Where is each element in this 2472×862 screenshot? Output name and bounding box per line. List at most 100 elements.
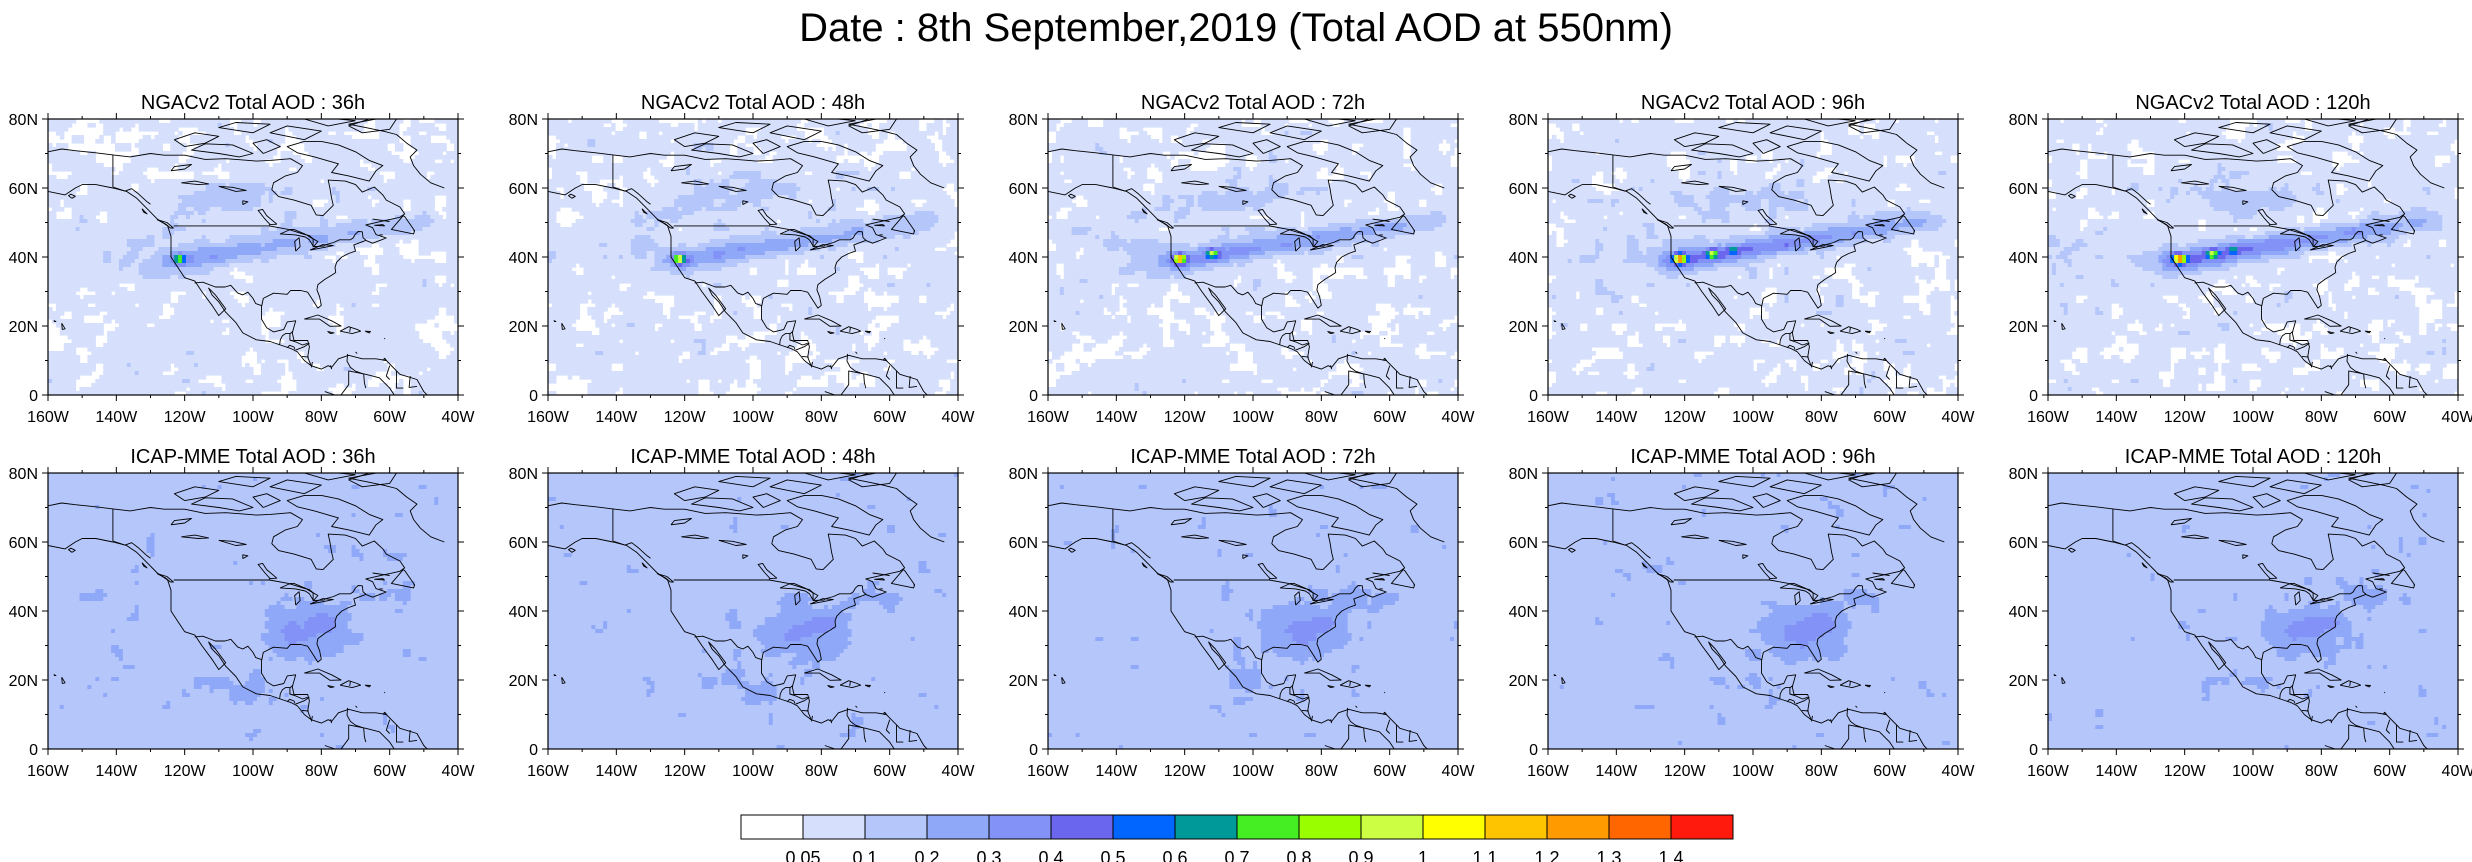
lon-tick-label: 100W — [2232, 409, 2275, 426]
lon-tick-label: 100W — [1232, 763, 1275, 780]
lat-tick-label: 0 — [529, 388, 538, 405]
lon-tick-label: 80W — [805, 409, 839, 426]
lon-tick-label: 120W — [1164, 409, 1207, 426]
lon-tick-label: 120W — [664, 409, 707, 426]
lon-tick-label: 100W — [1732, 409, 1775, 426]
lon-tick-label: 80W — [1305, 763, 1339, 780]
lat-tick-label: 80N — [509, 466, 538, 483]
lon-tick-label: 120W — [2164, 763, 2207, 780]
colorbar-swatch — [865, 815, 927, 839]
lon-tick-label: 100W — [732, 409, 775, 426]
lat-tick-label: 40N — [509, 250, 538, 267]
lat-tick-label: 20N — [1509, 673, 1538, 690]
lon-tick-label: 160W — [527, 409, 570, 426]
colorbar-label: 1.1 — [1472, 848, 1497, 862]
lon-tick-label: 60W — [873, 409, 907, 426]
lat-tick-label: 20N — [509, 673, 538, 690]
lon-tick-label: 120W — [164, 409, 207, 426]
panel-title: NGACv2 Total AOD : 36h — [141, 92, 365, 114]
lon-tick-label: 80W — [305, 409, 339, 426]
lat-tick-label: 20N — [509, 319, 538, 336]
lat-tick-label: 40N — [9, 250, 38, 267]
lon-tick-label: 60W — [873, 763, 907, 780]
lat-tick-label: 40N — [1509, 604, 1538, 621]
lat-tick-label: 80N — [9, 466, 38, 483]
lat-tick-label: 60N — [509, 535, 538, 552]
lat-tick-label: 80N — [1009, 112, 1038, 129]
lat-tick-label: 40N — [1509, 250, 1538, 267]
lat-tick-label: 60N — [2009, 535, 2038, 552]
lat-tick-label: 60N — [1509, 181, 1538, 198]
lat-tick-label: 80N — [1509, 112, 1538, 129]
lon-tick-label: 160W — [1527, 763, 1570, 780]
lon-tick-label: 140W — [1095, 763, 1138, 780]
lat-tick-label: 0 — [1029, 388, 1038, 405]
lat-tick-label: 0 — [29, 742, 38, 759]
lon-tick-label: 60W — [1873, 409, 1907, 426]
lat-tick-label: 0 — [29, 388, 38, 405]
lon-tick-label: 40W — [442, 763, 476, 780]
lon-tick-label: 140W — [595, 409, 638, 426]
colorbar-label: 1 — [1418, 848, 1428, 862]
colorbar-label: 0.2 — [914, 848, 939, 862]
lat-tick-label: 60N — [2009, 181, 2038, 198]
lat-tick-label: 80N — [1009, 466, 1038, 483]
lon-tick-label: 140W — [2095, 763, 2138, 780]
lon-tick-label: 100W — [732, 763, 775, 780]
lon-tick-label: 40W — [1442, 763, 1476, 780]
colorbar-swatch — [989, 815, 1051, 839]
lon-tick-label: 40W — [942, 409, 976, 426]
colorbar-swatch — [741, 815, 803, 839]
colorbar-label: 0.3 — [976, 848, 1001, 862]
lon-tick-label: 80W — [1305, 409, 1339, 426]
lon-tick-label: 60W — [2373, 763, 2407, 780]
lat-tick-label: 80N — [1509, 466, 1538, 483]
lon-tick-label: 80W — [305, 763, 339, 780]
panel-title: ICAP-MME Total AOD : 120h — [2125, 446, 2381, 468]
lat-tick-label: 20N — [1009, 673, 1038, 690]
lat-tick-label: 60N — [1509, 535, 1538, 552]
lon-tick-label: 40W — [1442, 409, 1476, 426]
colorbar-label: 0.8 — [1286, 848, 1311, 862]
lon-tick-label: 140W — [1095, 409, 1138, 426]
colorbar-swatch — [1485, 815, 1547, 839]
panel-title: ICAP-MME Total AOD : 36h — [130, 446, 375, 468]
lat-tick-label: 20N — [1509, 319, 1538, 336]
colorbar-label: 1.2 — [1534, 848, 1559, 862]
colorbar-swatch — [1237, 815, 1299, 839]
lon-tick-label: 120W — [1664, 763, 1707, 780]
colorbar-label: 0.6 — [1162, 848, 1187, 862]
lon-tick-label: 60W — [1373, 763, 1407, 780]
lat-tick-label: 40N — [1009, 604, 1038, 621]
panel-title: NGACv2 Total AOD : 96h — [1641, 92, 1865, 114]
colorbar-swatch — [1299, 815, 1361, 839]
panel-title: NGACv2 Total AOD : 120h — [2135, 92, 2370, 114]
lat-tick-label: 60N — [1009, 535, 1038, 552]
lon-tick-label: 140W — [1595, 763, 1638, 780]
lat-tick-label: 0 — [1529, 742, 1538, 759]
lon-tick-label: 140W — [95, 763, 138, 780]
panel-title: NGACv2 Total AOD : 72h — [1141, 92, 1365, 114]
lon-tick-label: 160W — [27, 409, 70, 426]
colorbar-label: 0.5 — [1100, 848, 1125, 862]
colorbar-swatch — [1113, 815, 1175, 839]
colorbar-swatch — [1175, 815, 1237, 839]
lon-tick-label: 40W — [2442, 763, 2472, 780]
panel-title: ICAP-MME Total AOD : 48h — [630, 446, 875, 468]
lat-tick-label: 60N — [9, 181, 38, 198]
lat-tick-label: 20N — [1009, 319, 1038, 336]
lon-tick-label: 140W — [2095, 409, 2138, 426]
lon-tick-label: 100W — [232, 409, 275, 426]
lon-tick-label: 160W — [27, 763, 70, 780]
lon-tick-label: 160W — [1027, 763, 1070, 780]
lat-tick-label: 40N — [9, 604, 38, 621]
lon-tick-label: 160W — [1027, 409, 1070, 426]
colorbar-label: 0.9 — [1348, 848, 1373, 862]
lon-tick-label: 140W — [95, 409, 138, 426]
lon-tick-label: 140W — [595, 763, 638, 780]
lon-tick-label: 60W — [373, 409, 407, 426]
